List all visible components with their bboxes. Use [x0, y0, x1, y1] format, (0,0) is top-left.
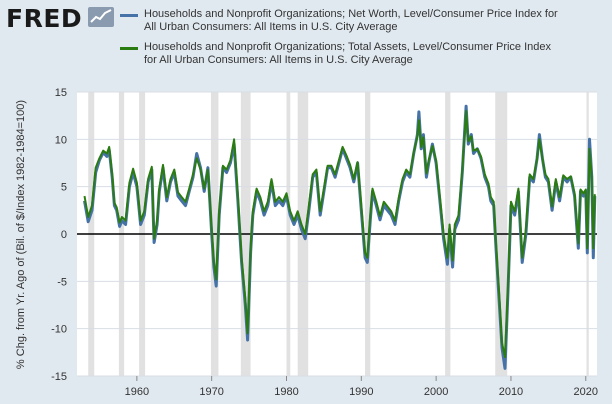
legend-label-total-assets: Households and Nonprofit Organizations; … [144, 41, 552, 66]
legend-item-total-assets[interactable]: Households and Nonprofit Organizations; … [120, 41, 600, 67]
legend-swatch-net-worth [120, 14, 138, 17]
chart-header: FRED Households and Nonprofit Organizati… [0, 0, 612, 80]
legend-item-net-worth[interactable]: Households and Nonprofit Organizations; … [120, 8, 600, 34]
x-tick-label: 2000 [424, 386, 448, 398]
y-tick-label: 15 [55, 87, 67, 99]
trend-line-icon [88, 7, 114, 27]
chart-legend: Households and Nonprofit Organizations; … [120, 8, 600, 74]
legend-label-net-worth: Households and Nonprofit Organizations; … [144, 8, 558, 33]
x-tick-label: 1990 [349, 386, 373, 398]
y-tick-label: 0 [61, 229, 67, 241]
y-tick-label: -5 [57, 276, 67, 288]
y-tick-label: -10 [51, 324, 67, 336]
y-tick-label: 10 [55, 134, 67, 146]
y-tick-label: 5 [61, 182, 67, 194]
x-tick-label: 1980 [274, 386, 298, 398]
series-lines [83, 104, 597, 370]
y-tick-label: -15 [51, 371, 67, 383]
legend-swatch-total-assets [120, 47, 138, 50]
y-axis-ticks: -15 -10 -5 0 5 10 15 [51, 87, 67, 383]
x-tick-label: 2020 [574, 386, 598, 398]
x-tick-label: 1960 [125, 386, 149, 398]
fred-logo: FRED [6, 4, 83, 33]
x-axis-ticks: 1960 1970 1980 1990 2000 2010 2020 [125, 376, 598, 398]
x-tick-label: 1970 [199, 386, 223, 398]
x-tick-label: 2010 [499, 386, 523, 398]
series-line-total-assets [83, 109, 596, 359]
